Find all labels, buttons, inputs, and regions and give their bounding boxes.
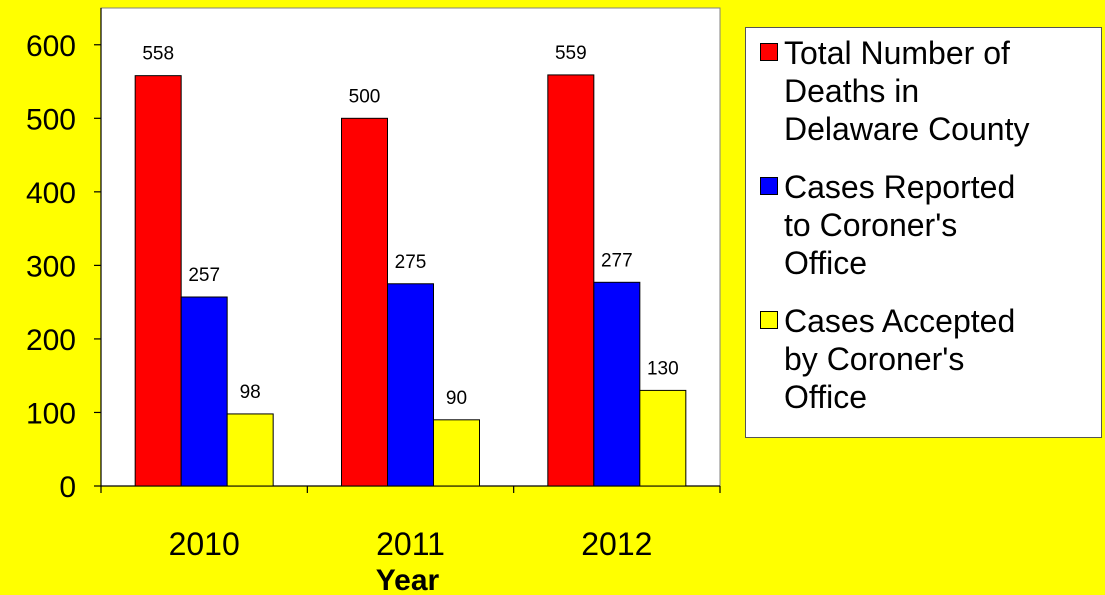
data-label: 130 — [647, 358, 679, 379]
data-label: 559 — [555, 43, 587, 64]
x-tick-label: 2011 — [376, 526, 445, 562]
data-label: 257 — [188, 265, 220, 286]
legend-swatch-total-deaths — [760, 43, 778, 61]
y-tick-label: 500 — [26, 103, 76, 136]
bar — [547, 74, 595, 487]
x-tick-label: 2012 — [581, 526, 652, 562]
legend-label-cases-accepted: Cases Accepted by Coroner's Office — [784, 303, 1016, 415]
data-label: 98 — [240, 382, 261, 403]
data-label: 277 — [601, 250, 633, 271]
data-label: 275 — [395, 252, 427, 273]
data-label: 500 — [349, 86, 381, 107]
y-tick-label: 400 — [26, 177, 76, 210]
y-tick-label: 100 — [26, 397, 76, 430]
legend-swatch-cases-reported — [760, 177, 778, 195]
y-tick-label: 600 — [26, 30, 76, 63]
y-tick-label: 300 — [26, 250, 76, 283]
x-axis-label: Year — [376, 564, 440, 595]
data-label: 90 — [446, 388, 467, 409]
legend-label-cases-reported: Cases Reported to Coroner's Office — [784, 169, 1016, 281]
legend-swatch-cases-accepted — [760, 311, 778, 329]
bar — [387, 283, 434, 487]
bar — [433, 419, 480, 487]
x-tick-label: 2010 — [169, 526, 240, 562]
y-tick-label: 200 — [26, 324, 76, 357]
bar — [134, 75, 182, 487]
bar — [226, 413, 274, 487]
bar — [180, 296, 228, 487]
legend-label-total-deaths: Total Number of Deaths in Delaware Count… — [784, 35, 1030, 147]
bar — [593, 281, 641, 487]
chart-legend: Total Number of Deaths in Delaware Count… — [745, 27, 1102, 438]
data-label: 558 — [142, 44, 174, 65]
y-tick-label: 0 — [59, 471, 76, 504]
bar — [341, 117, 388, 487]
bar — [639, 389, 687, 487]
